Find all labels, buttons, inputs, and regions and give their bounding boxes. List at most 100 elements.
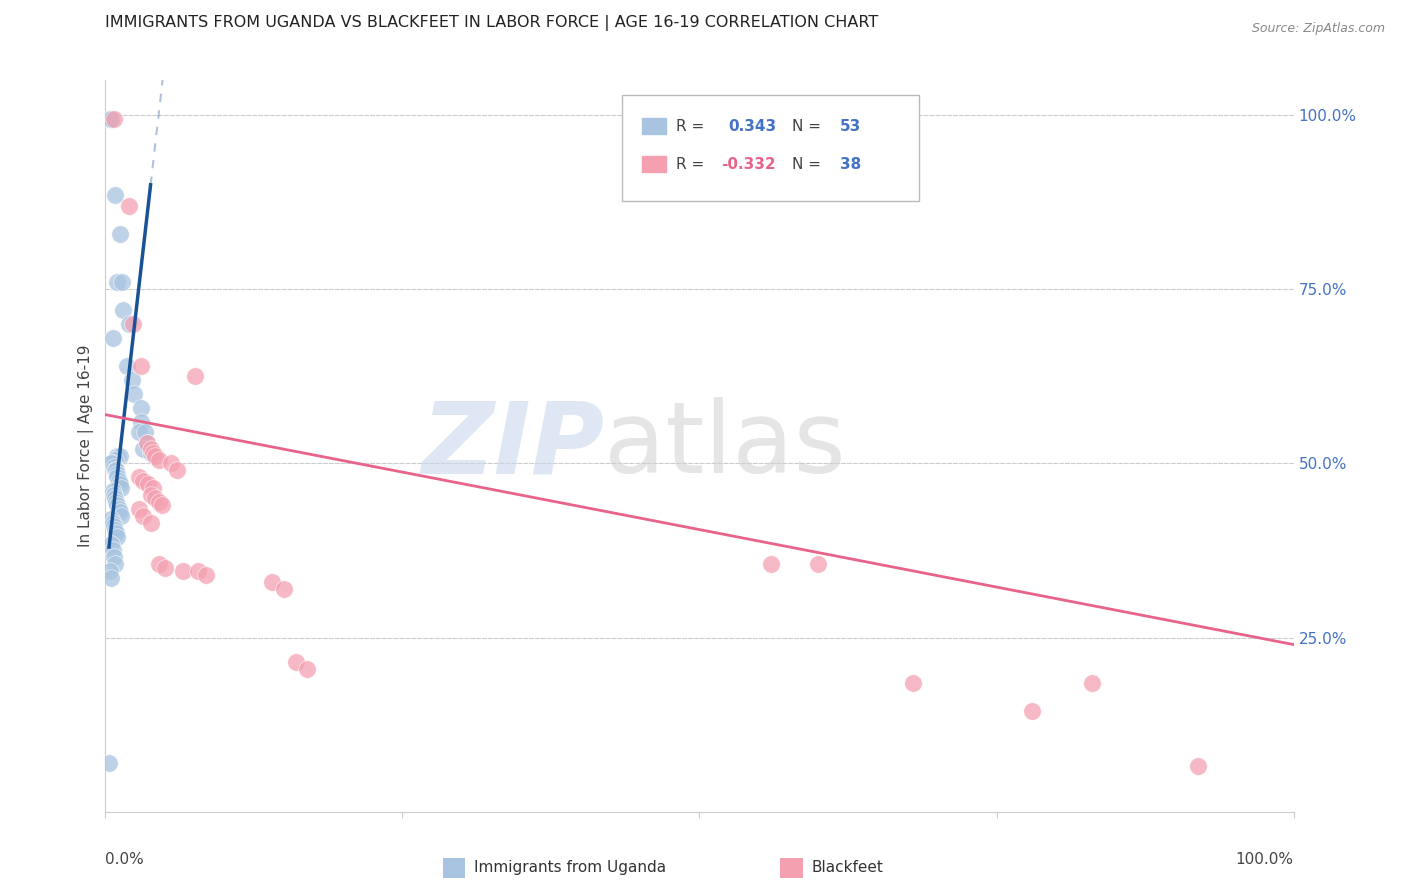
Point bbox=[104, 523, 127, 537]
Text: 0.0%: 0.0% bbox=[105, 852, 145, 867]
Point bbox=[903, 676, 925, 690]
Point bbox=[129, 401, 152, 415]
Point bbox=[118, 199, 141, 213]
Point bbox=[108, 450, 131, 464]
Point bbox=[134, 425, 156, 439]
Point bbox=[108, 227, 131, 241]
Text: N =: N = bbox=[792, 119, 827, 134]
Point bbox=[143, 491, 166, 506]
Point bbox=[98, 756, 121, 770]
Point bbox=[101, 543, 124, 558]
Text: R =: R = bbox=[676, 119, 709, 134]
Text: N =: N = bbox=[792, 157, 827, 172]
Point bbox=[152, 498, 174, 512]
Point bbox=[101, 331, 124, 345]
Point bbox=[153, 561, 176, 575]
Point bbox=[107, 474, 129, 488]
Point bbox=[129, 415, 152, 429]
Point bbox=[100, 536, 122, 550]
Point bbox=[142, 481, 165, 495]
Point bbox=[139, 488, 162, 502]
Point bbox=[136, 435, 159, 450]
Point bbox=[139, 516, 162, 530]
Point bbox=[101, 516, 124, 530]
Point bbox=[105, 450, 128, 464]
Point bbox=[100, 571, 122, 585]
Point bbox=[104, 463, 127, 477]
Point bbox=[121, 373, 143, 387]
Point bbox=[128, 470, 150, 484]
Text: 38: 38 bbox=[839, 157, 860, 172]
Point bbox=[148, 453, 170, 467]
Point bbox=[112, 303, 135, 318]
Point bbox=[148, 494, 170, 508]
Point bbox=[103, 112, 125, 126]
Point bbox=[132, 442, 155, 457]
Text: 100.0%: 100.0% bbox=[1236, 852, 1294, 867]
Point bbox=[103, 459, 125, 474]
Text: 53: 53 bbox=[839, 119, 860, 134]
Point bbox=[101, 457, 124, 471]
Point bbox=[105, 275, 128, 289]
Point bbox=[139, 446, 162, 460]
Point bbox=[110, 481, 132, 495]
Point bbox=[136, 435, 159, 450]
Point bbox=[297, 662, 319, 676]
Point bbox=[807, 558, 830, 572]
Text: 0.343: 0.343 bbox=[728, 119, 776, 134]
Point bbox=[103, 550, 125, 565]
Point bbox=[139, 442, 162, 457]
Point bbox=[1021, 704, 1043, 718]
Point bbox=[100, 457, 122, 471]
Point bbox=[121, 317, 143, 331]
Point bbox=[100, 112, 122, 126]
Text: IMMIGRANTS FROM UGANDA VS BLACKFEET IN LABOR FORCE | AGE 16-19 CORRELATION CHART: IMMIGRANTS FROM UGANDA VS BLACKFEET IN L… bbox=[105, 15, 879, 31]
Point bbox=[136, 477, 159, 491]
FancyBboxPatch shape bbox=[643, 119, 666, 135]
Point bbox=[105, 470, 128, 484]
Text: ZIP: ZIP bbox=[422, 398, 605, 494]
FancyBboxPatch shape bbox=[623, 95, 920, 201]
Point bbox=[103, 488, 125, 502]
Point bbox=[105, 467, 128, 481]
Point bbox=[111, 275, 134, 289]
Text: -0.332: -0.332 bbox=[721, 157, 776, 172]
Point bbox=[98, 112, 121, 126]
Point bbox=[143, 450, 166, 464]
Point bbox=[104, 188, 127, 202]
Point bbox=[98, 565, 121, 579]
Text: Immigrants from Uganda: Immigrants from Uganda bbox=[474, 860, 666, 874]
Point bbox=[759, 558, 782, 572]
Point bbox=[195, 567, 218, 582]
Point bbox=[100, 512, 122, 526]
Point bbox=[107, 501, 129, 516]
Point bbox=[1187, 759, 1209, 773]
Point bbox=[128, 425, 150, 439]
Point bbox=[101, 484, 124, 499]
Point bbox=[105, 530, 128, 544]
Point bbox=[142, 446, 165, 460]
Text: Blackfeet: Blackfeet bbox=[811, 860, 883, 874]
Point bbox=[166, 463, 188, 477]
Point bbox=[104, 558, 127, 572]
Point bbox=[159, 457, 181, 471]
Point bbox=[104, 453, 127, 467]
Point bbox=[132, 508, 155, 523]
Point bbox=[187, 565, 209, 579]
Point bbox=[110, 508, 132, 523]
Point bbox=[105, 526, 128, 541]
Point bbox=[115, 359, 138, 373]
Point bbox=[273, 582, 295, 596]
Point bbox=[132, 474, 155, 488]
Point bbox=[172, 565, 194, 579]
Point bbox=[105, 494, 128, 508]
Text: R =: R = bbox=[676, 157, 709, 172]
Point bbox=[1080, 676, 1102, 690]
Point bbox=[148, 558, 170, 572]
Point bbox=[284, 655, 307, 669]
Point bbox=[104, 491, 127, 506]
Point bbox=[128, 501, 150, 516]
Point bbox=[129, 359, 152, 373]
Text: Source: ZipAtlas.com: Source: ZipAtlas.com bbox=[1251, 22, 1385, 36]
Point bbox=[260, 574, 283, 589]
